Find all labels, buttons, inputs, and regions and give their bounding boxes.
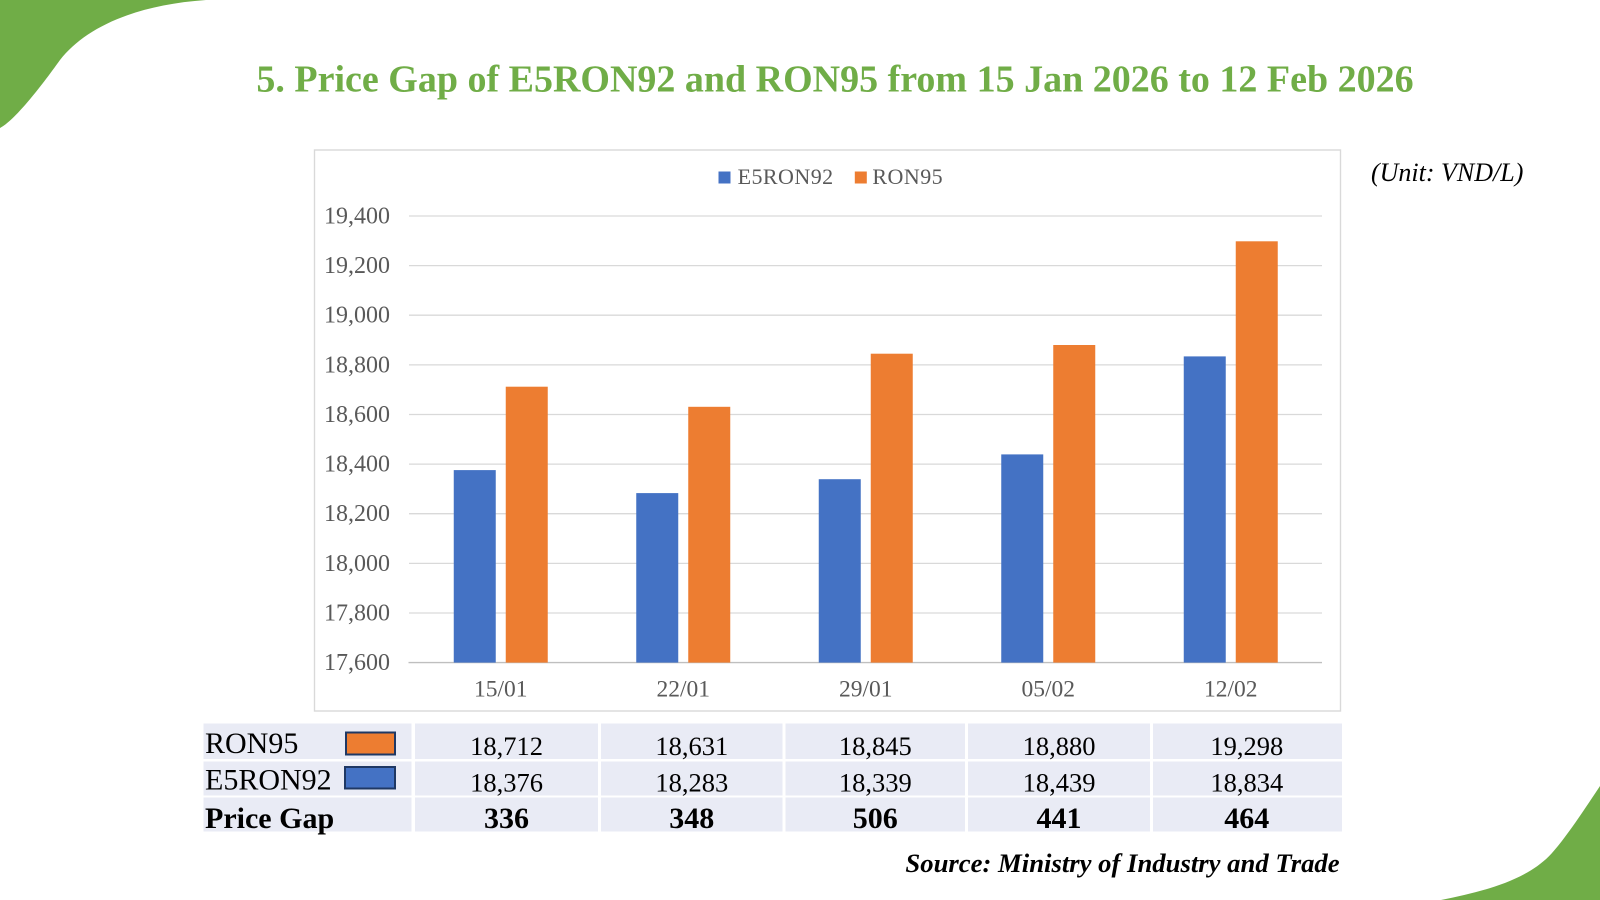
svg-text:464: 464 — [1224, 802, 1269, 835]
svg-text:18,339: 18,339 — [839, 768, 912, 798]
svg-text:E5RON92: E5RON92 — [205, 764, 332, 797]
svg-text:RON95: RON95 — [872, 164, 943, 189]
svg-text:19,200: 19,200 — [324, 253, 390, 279]
svg-text:18,439: 18,439 — [1023, 768, 1096, 798]
svg-text:Price Gap: Price Gap — [205, 802, 334, 835]
svg-text:(Unit: VND/L): (Unit: VND/L) — [1371, 158, 1523, 187]
svg-text:19,400: 19,400 — [324, 204, 390, 230]
svg-text:17,600: 17,600 — [324, 650, 390, 676]
svg-text:19,298: 19,298 — [1210, 731, 1283, 761]
svg-text:441: 441 — [1037, 802, 1082, 835]
svg-text:18,600: 18,600 — [324, 402, 390, 428]
svg-text:Source: Ministry of Industry a: Source: Ministry of Industry and Trade — [905, 848, 1339, 878]
svg-text:18,400: 18,400 — [324, 452, 390, 478]
svg-text:RON95: RON95 — [205, 727, 298, 760]
svg-text:18,834: 18,834 — [1210, 768, 1283, 798]
svg-text:E5RON92: E5RON92 — [738, 164, 834, 189]
svg-text:17,800: 17,800 — [324, 601, 390, 627]
svg-text:18,845: 18,845 — [839, 731, 912, 761]
svg-text:18,200: 18,200 — [324, 501, 390, 527]
svg-text:18,283: 18,283 — [655, 768, 728, 798]
svg-text:29/01: 29/01 — [839, 677, 893, 703]
svg-text:336: 336 — [484, 802, 529, 835]
svg-text:18,712: 18,712 — [470, 731, 543, 761]
svg-text:22/01: 22/01 — [656, 677, 710, 703]
svg-text:5. Price Gap of E5RON92 and RO: 5. Price Gap of E5RON92 and RON95 from 1… — [256, 58, 1413, 100]
svg-text:05/02: 05/02 — [1021, 677, 1075, 703]
svg-text:15/01: 15/01 — [474, 677, 528, 703]
svg-text:19,000: 19,000 — [324, 303, 390, 329]
svg-text:18,880: 18,880 — [1023, 731, 1096, 761]
svg-text:18,000: 18,000 — [324, 551, 390, 577]
svg-text:18,800: 18,800 — [324, 352, 390, 378]
svg-text:348: 348 — [669, 802, 714, 835]
svg-text:18,631: 18,631 — [655, 731, 728, 761]
svg-text:12/02: 12/02 — [1204, 677, 1258, 703]
svg-text:18,376: 18,376 — [470, 768, 543, 798]
svg-text:506: 506 — [853, 802, 898, 835]
